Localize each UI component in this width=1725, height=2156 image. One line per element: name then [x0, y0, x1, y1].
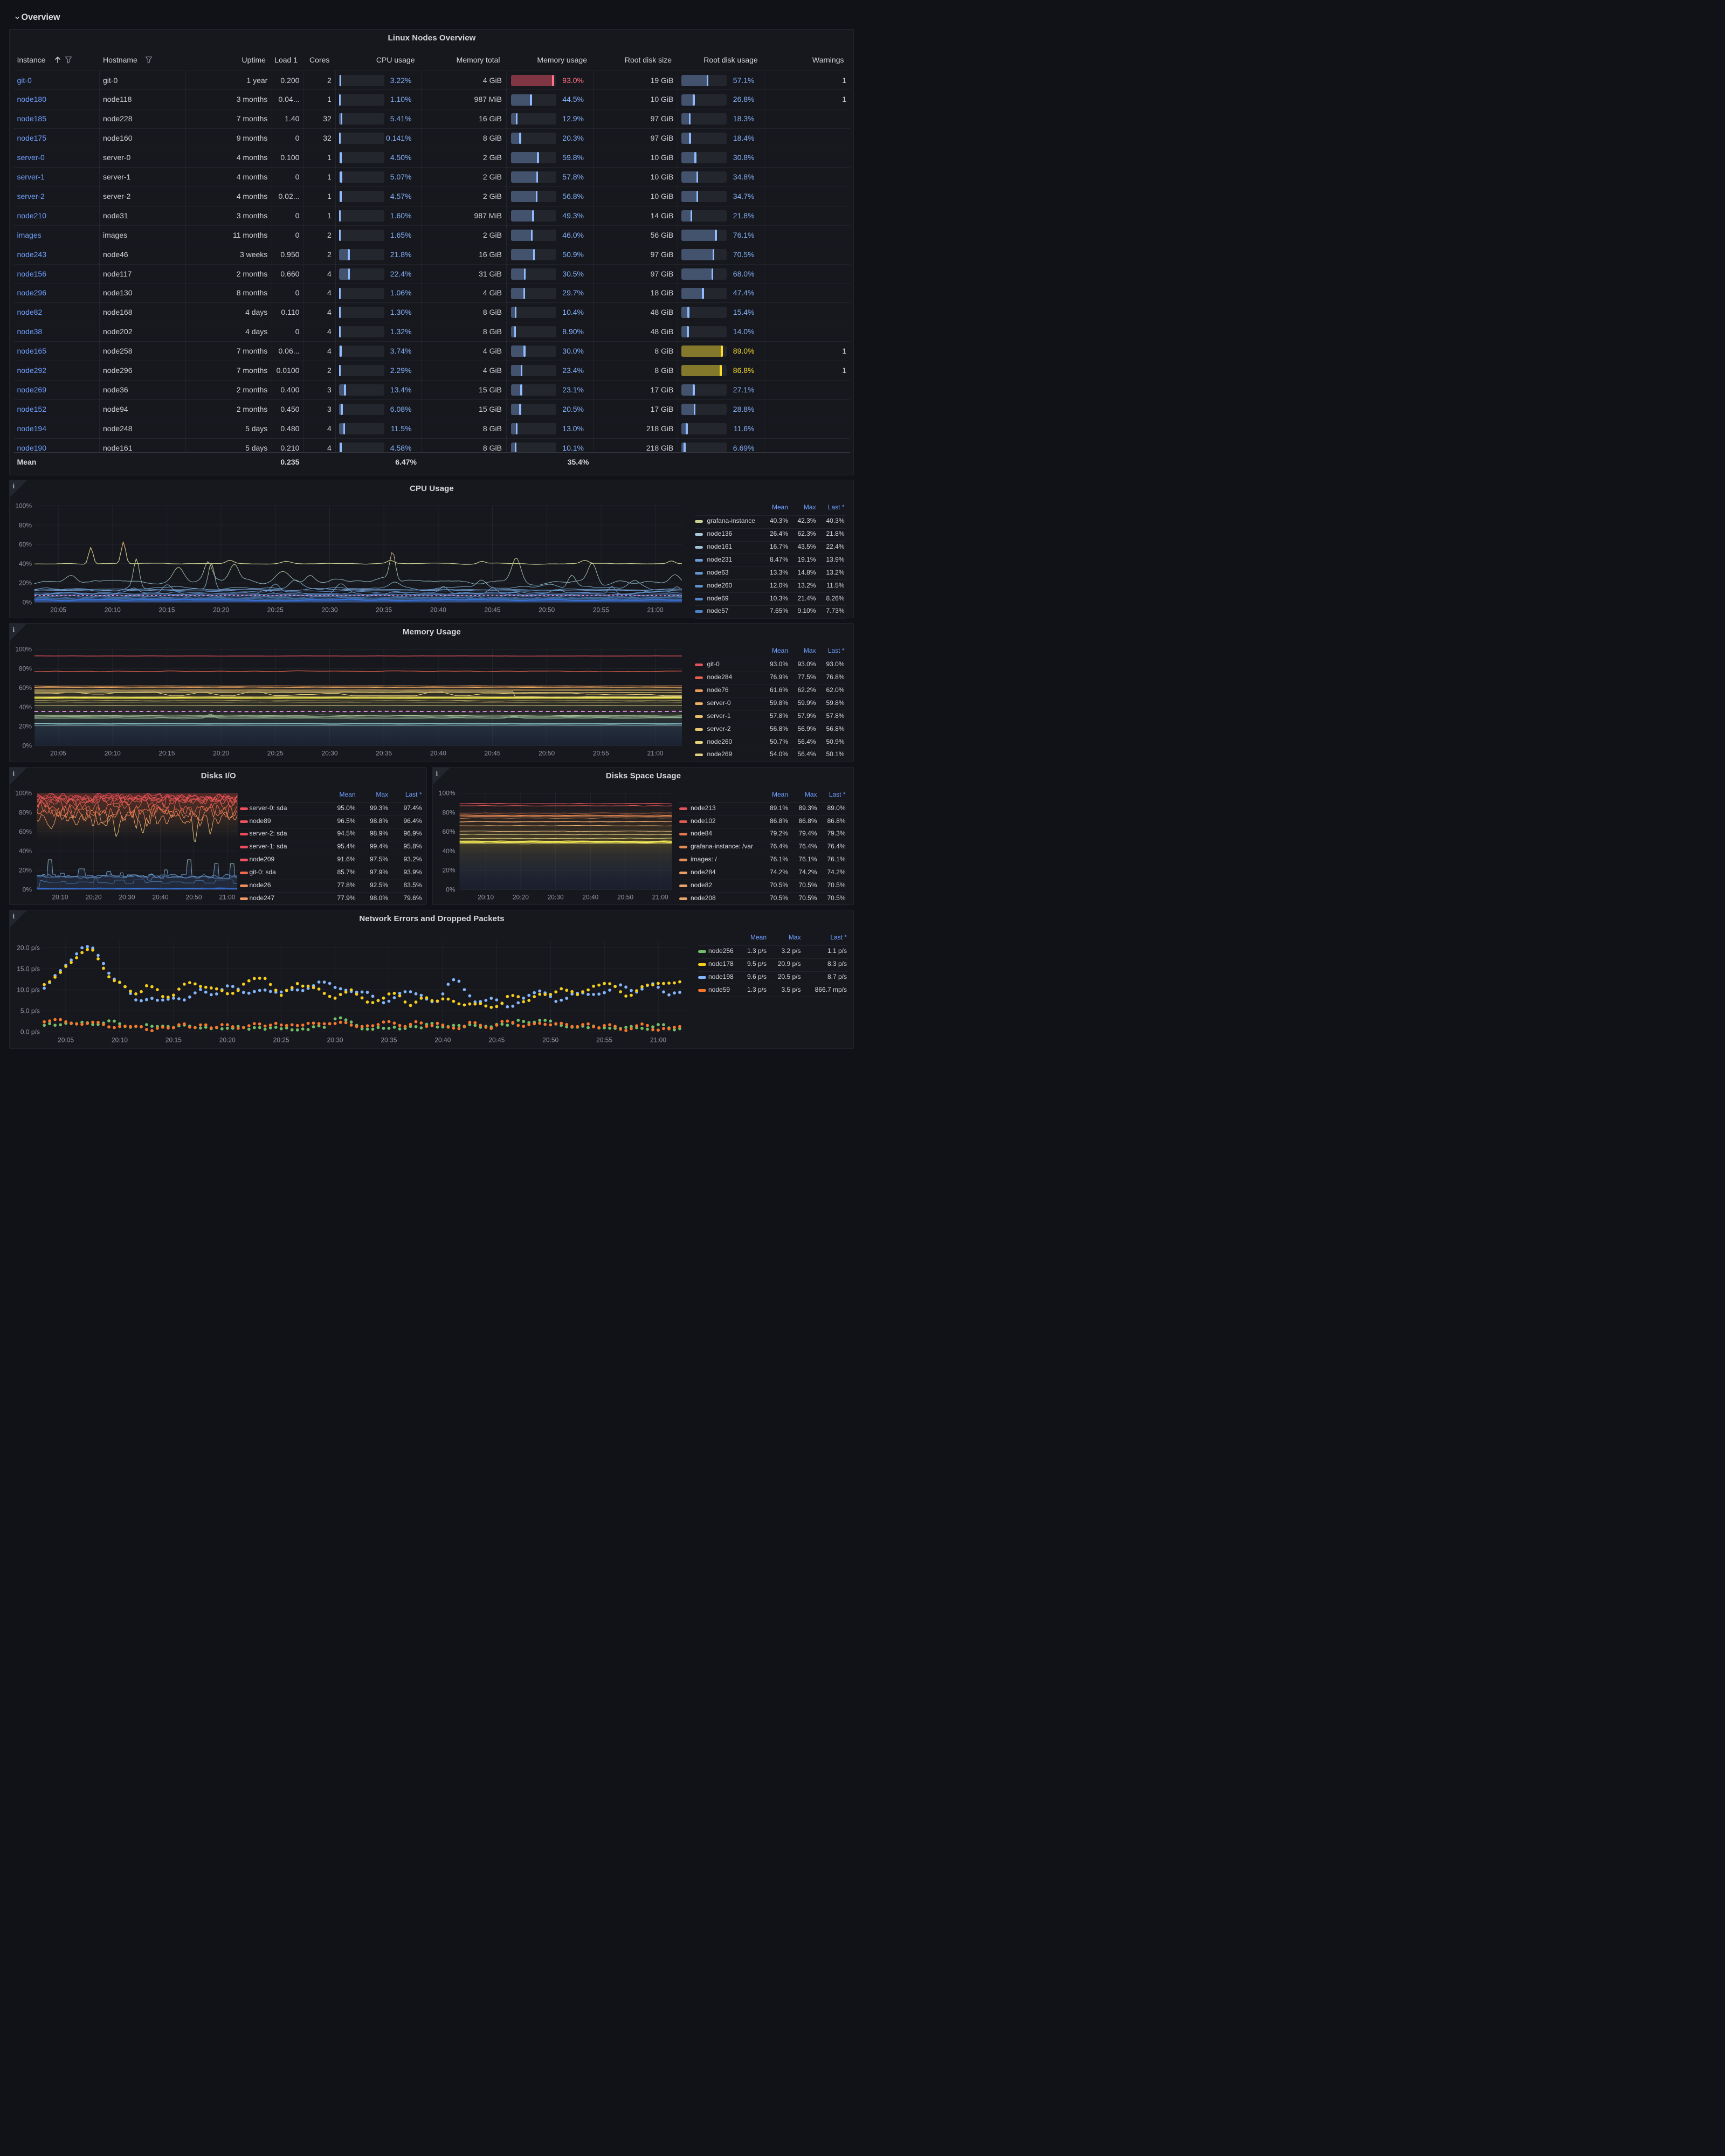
- svg-text:20%: 20%: [18, 866, 31, 874]
- svg-text:21:00: 21:00: [647, 750, 663, 757]
- svg-text:10.0 p/s: 10.0 p/s: [17, 986, 40, 994]
- svg-text:60%: 60%: [442, 828, 455, 835]
- svg-text:20:50: 20:50: [539, 606, 555, 614]
- svg-text:100%: 100%: [15, 646, 32, 653]
- svg-text:40%: 40%: [18, 847, 31, 854]
- svg-text:20%: 20%: [18, 723, 31, 730]
- svg-text:21:00: 21:00: [219, 893, 235, 901]
- svg-text:20:55: 20:55: [592, 750, 609, 757]
- svg-text:20%: 20%: [18, 579, 31, 587]
- svg-text:20:50: 20:50: [617, 893, 633, 901]
- svg-text:20:30: 20:30: [547, 893, 563, 901]
- svg-text:20:05: 20:05: [50, 750, 66, 757]
- svg-text:5.0 p/s: 5.0 p/s: [20, 1007, 39, 1015]
- svg-text:20:55: 20:55: [596, 1036, 612, 1044]
- svg-text:21:00: 21:00: [650, 1036, 666, 1044]
- svg-text:80%: 80%: [18, 521, 31, 529]
- svg-text:20:40: 20:40: [430, 750, 446, 757]
- svg-text:20:25: 20:25: [267, 750, 283, 757]
- svg-text:60%: 60%: [18, 828, 31, 835]
- svg-text:20:25: 20:25: [267, 606, 283, 614]
- svg-text:20:30: 20:30: [119, 893, 135, 901]
- svg-text:80%: 80%: [18, 808, 31, 816]
- svg-text:40%: 40%: [18, 560, 31, 568]
- svg-text:20:55: 20:55: [592, 606, 609, 614]
- svg-text:20:45: 20:45: [484, 750, 500, 757]
- svg-text:20:30: 20:30: [327, 1036, 343, 1044]
- svg-text:20:05: 20:05: [58, 1036, 74, 1044]
- svg-text:20:15: 20:15: [158, 606, 175, 614]
- svg-text:20:45: 20:45: [484, 606, 500, 614]
- svg-text:60%: 60%: [18, 541, 31, 548]
- svg-text:20:05: 20:05: [50, 606, 66, 614]
- svg-text:20:20: 20:20: [219, 1036, 235, 1044]
- svg-text:0.0 p/s: 0.0 p/s: [20, 1028, 39, 1036]
- svg-text:20:50: 20:50: [539, 750, 555, 757]
- svg-text:20:20: 20:20: [213, 606, 229, 614]
- svg-text:20:35: 20:35: [376, 750, 392, 757]
- svg-text:20:30: 20:30: [321, 750, 337, 757]
- svg-text:20:50: 20:50: [185, 893, 202, 901]
- svg-text:15.0 p/s: 15.0 p/s: [17, 965, 40, 973]
- svg-text:20:10: 20:10: [104, 606, 120, 614]
- svg-text:20:20: 20:20: [512, 893, 528, 901]
- svg-text:20:40: 20:40: [434, 1036, 451, 1044]
- svg-text:20:10: 20:10: [111, 1036, 127, 1044]
- svg-text:20:40: 20:40: [582, 893, 598, 901]
- svg-text:20:15: 20:15: [158, 750, 175, 757]
- svg-text:20:15: 20:15: [165, 1036, 181, 1044]
- svg-text:20%: 20%: [442, 866, 455, 874]
- svg-text:20:35: 20:35: [381, 1036, 397, 1044]
- svg-text:20:35: 20:35: [376, 606, 392, 614]
- svg-text:40%: 40%: [442, 847, 455, 854]
- svg-text:20.0 p/s: 20.0 p/s: [17, 944, 40, 952]
- svg-text:40%: 40%: [18, 703, 31, 711]
- svg-text:20:10: 20:10: [104, 750, 120, 757]
- svg-text:0%: 0%: [22, 599, 32, 606]
- svg-text:20:25: 20:25: [273, 1036, 289, 1044]
- svg-text:80%: 80%: [442, 808, 455, 816]
- svg-text:0%: 0%: [22, 886, 32, 893]
- svg-text:20:45: 20:45: [488, 1036, 505, 1044]
- svg-text:0%: 0%: [446, 886, 456, 893]
- svg-text:20:30: 20:30: [321, 606, 337, 614]
- svg-text:20:50: 20:50: [542, 1036, 558, 1044]
- svg-text:0%: 0%: [22, 742, 32, 750]
- svg-text:21:00: 21:00: [647, 606, 663, 614]
- svg-text:20:40: 20:40: [430, 606, 446, 614]
- svg-text:20:10: 20:10: [478, 893, 494, 901]
- svg-text:20:40: 20:40: [152, 893, 168, 901]
- svg-text:80%: 80%: [18, 665, 31, 672]
- svg-text:20:10: 20:10: [52, 893, 68, 901]
- svg-text:20:20: 20:20: [85, 893, 101, 901]
- svg-text:100%: 100%: [438, 789, 455, 797]
- svg-text:60%: 60%: [18, 684, 31, 692]
- svg-text:100%: 100%: [15, 502, 32, 510]
- svg-text:100%: 100%: [15, 789, 32, 797]
- svg-text:21:00: 21:00: [652, 893, 668, 901]
- svg-text:20:20: 20:20: [213, 750, 229, 757]
